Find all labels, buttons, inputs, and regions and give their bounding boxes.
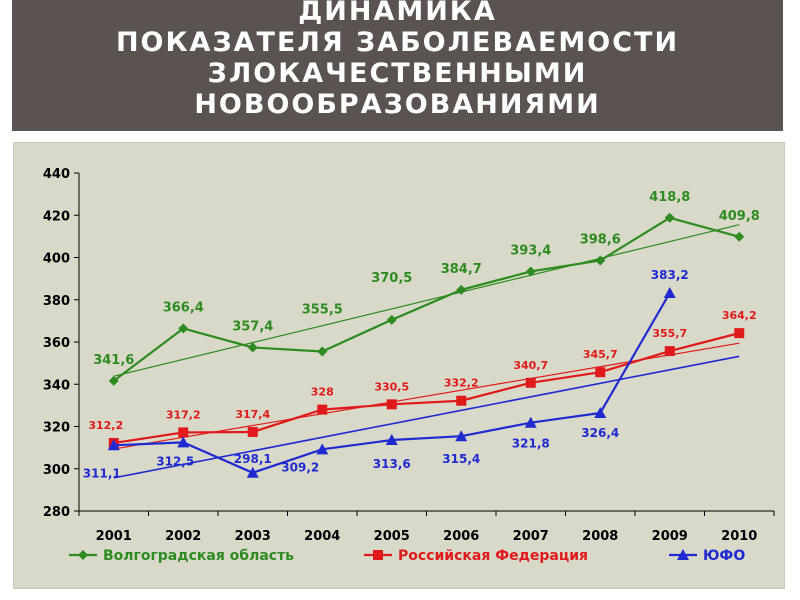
data-point (317, 404, 328, 415)
x-tick-label: 2008 (582, 529, 618, 544)
data-point (178, 427, 189, 438)
series-line (113, 216, 740, 382)
data-point (317, 346, 328, 357)
data-point (664, 212, 675, 223)
data-label: 298,1 (234, 452, 272, 466)
data-label: 332,2 (444, 377, 479, 390)
data-label: 393,4 (510, 243, 551, 258)
data-point (316, 443, 329, 455)
data-point (524, 416, 537, 428)
x-tick-label: 2009 (652, 529, 688, 544)
y-tick-label: 440 (43, 167, 70, 182)
data-label: 366,4 (163, 300, 204, 315)
data-point (386, 314, 397, 325)
y-tick-label: 420 (43, 209, 70, 224)
data-label: 330,5 (374, 380, 409, 393)
slide-title-banner: ДИНАМИКА ПОКАЗАТЕЛЯ ЗАБОЛЕВАЕМОСТИ ЗЛОКА… (12, 0, 783, 131)
data-point (108, 375, 119, 386)
data-label: 418,8 (649, 190, 690, 205)
line-chart: 280 300 320 340 360 380 400 420 440 2001 2002 2003 2… (43, 167, 775, 564)
data-point (455, 430, 468, 442)
data-label: 321,8 (512, 437, 550, 451)
x-tick-label: 2004 (304, 529, 340, 544)
x-tick-label: 2006 (443, 529, 479, 544)
data-point (247, 426, 258, 437)
data-label: 384,7 (441, 262, 482, 277)
data-label: 309,2 (281, 460, 319, 474)
y-tick-label: 340 (43, 378, 70, 393)
data-label: 357,4 (232, 319, 273, 334)
data-label: 312,2 (88, 419, 123, 432)
x-tick-label: 2002 (165, 529, 201, 544)
data-point (525, 377, 536, 388)
y-tick-label: 300 (43, 463, 70, 478)
data-point (385, 434, 398, 446)
trendline (113, 355, 740, 479)
data-label: 355,7 (652, 327, 687, 340)
data-point (734, 328, 745, 339)
legend-marker (373, 550, 383, 560)
data-label: 313,6 (373, 457, 411, 471)
data-label: 345,7 (583, 348, 618, 361)
x-tick-label: 2007 (513, 529, 549, 544)
y-tick-label: 380 (43, 294, 70, 309)
data-label: 355,5 (302, 303, 343, 318)
chart-area: 280 300 320 340 360 380 400 420 440 2001 2002 2003 2… (13, 142, 785, 589)
y-tick-label: 320 (43, 421, 70, 436)
data-label: 398,6 (580, 232, 621, 247)
data-point (386, 399, 397, 410)
y-tick-label: 280 (43, 505, 70, 520)
data-point (595, 255, 606, 266)
data-label: 328 (311, 386, 334, 399)
legend-marker (78, 550, 88, 560)
data-label: 326,4 (581, 426, 619, 440)
data-label: 312,5 (156, 454, 194, 468)
x-tick-label: 2003 (235, 529, 271, 544)
y-tick-label: 360 (43, 336, 70, 351)
data-label: 340,7 (513, 359, 548, 372)
slide-title: ДИНАМИКА ПОКАЗАТЕЛЯ ЗАБОЛЕВАЕМОСТИ ЗЛОКА… (115, 0, 680, 120)
data-point (247, 342, 258, 353)
data-point (107, 439, 120, 451)
data-point (664, 346, 675, 357)
data-point (246, 466, 259, 478)
x-tick-label: 2005 (374, 529, 410, 544)
data-label: 317,4 (235, 408, 270, 421)
series-line (113, 332, 740, 445)
x-tick-label: 2010 (721, 529, 757, 544)
data-point (525, 266, 536, 277)
data-label: 311,1 (83, 466, 121, 480)
data-point (178, 323, 189, 334)
x-tick-label: 2001 (96, 529, 132, 544)
data-point (456, 284, 467, 295)
legend-marker (677, 549, 689, 560)
data-point (594, 406, 607, 418)
data-point (177, 436, 190, 448)
legend-label: Волгоградская область (103, 548, 294, 564)
data-label: 409,8 (719, 209, 760, 224)
data-label: 370,5 (371, 271, 412, 286)
data-label: 364,2 (722, 309, 757, 322)
y-tick-label: 400 (43, 252, 70, 267)
data-label: 383,2 (651, 268, 689, 282)
data-point (595, 367, 606, 378)
data-label: 317,2 (166, 408, 201, 421)
data-label: 315,4 (442, 452, 480, 466)
trendline (113, 224, 740, 377)
legend-label: ЮФО (703, 548, 745, 564)
data-point (663, 286, 676, 298)
legend-label: Российская Федерация (398, 548, 588, 564)
data-point (734, 231, 745, 242)
data-label: 341,6 (93, 353, 134, 368)
data-point (456, 395, 467, 406)
